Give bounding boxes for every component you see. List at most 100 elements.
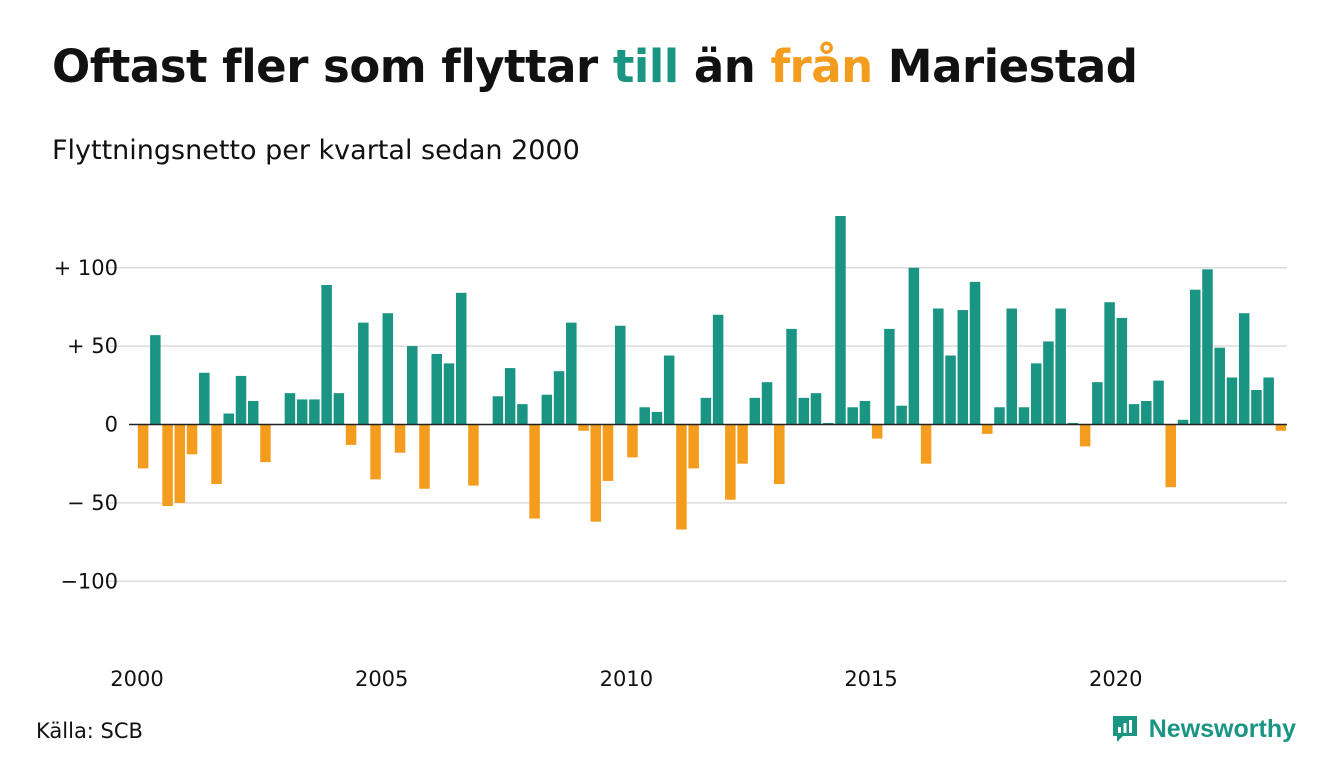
bar (174, 424, 186, 503)
source-label: Källa: SCB (36, 719, 143, 743)
bar (211, 424, 222, 485)
bar (345, 424, 357, 445)
bar (137, 424, 149, 469)
bar (443, 363, 455, 425)
bar (786, 328, 797, 425)
bar (284, 393, 296, 425)
bar (1018, 407, 1030, 425)
y-tick-label: + 100 (54, 256, 118, 280)
bar (1238, 313, 1250, 425)
bar (933, 308, 944, 425)
bar (553, 371, 565, 425)
chart-title: Oftast fler som flyttar till än från Mar… (52, 40, 1138, 93)
bar (920, 424, 932, 464)
chart-subtitle: Flyttningsnetto per kvartal sedan 2000 (52, 135, 580, 166)
bar (639, 407, 650, 425)
bar (566, 322, 577, 425)
title-positive-word: till (612, 40, 679, 93)
y-tick-label: − 50 (67, 491, 118, 515)
brand-logo: Newsworthy (1111, 714, 1296, 744)
bar (1030, 363, 1042, 425)
bar (321, 284, 332, 425)
bar (1214, 347, 1225, 425)
bar (296, 399, 308, 425)
x-tick-label: 2005 (355, 667, 408, 691)
x-axis-ticks: 2000 2005 2010 2015 2020 (110, 667, 1142, 691)
bar (871, 424, 883, 439)
bar (884, 328, 895, 425)
bar (590, 424, 602, 522)
bar (223, 413, 235, 425)
bar (896, 405, 907, 425)
bar (1006, 308, 1017, 425)
bar (150, 335, 161, 425)
bar (186, 424, 198, 455)
bar (945, 355, 956, 425)
bar (333, 393, 345, 425)
bar (1189, 289, 1201, 425)
bar (810, 393, 822, 425)
bar (725, 424, 736, 500)
bar (712, 314, 724, 425)
bar (407, 346, 418, 425)
bar (908, 267, 920, 425)
bar (1202, 269, 1213, 425)
bar (578, 424, 589, 431)
bar-chart: + 100 + 50 0 − 50 −100 2000 2005 2010 2015 2020 (54, 216, 1287, 691)
x-tick-label: 2000 (110, 667, 163, 691)
bar (737, 424, 748, 464)
bar (969, 281, 981, 425)
bar (1153, 380, 1164, 425)
bar (1251, 390, 1262, 425)
grid-lines (106, 267, 1287, 582)
bar (1128, 404, 1140, 425)
bar (651, 411, 663, 425)
bar (468, 424, 479, 486)
title-part-2: än (678, 40, 771, 93)
bar (517, 404, 528, 425)
bar (1067, 422, 1079, 425)
bar (1275, 424, 1287, 431)
bar (199, 372, 210, 425)
bar (1263, 377, 1274, 425)
bar (455, 292, 467, 425)
bar (1104, 302, 1115, 425)
newsworthy-logo-icon (1112, 716, 1137, 742)
bars (137, 216, 1287, 530)
bar (1079, 424, 1091, 447)
bar (688, 424, 699, 469)
title-part-3: Mariestad (872, 40, 1138, 93)
y-tick-label: 0 (105, 413, 118, 437)
bar (1043, 341, 1054, 425)
y-tick-label: −100 (60, 569, 118, 593)
bar (247, 400, 259, 425)
bar (749, 397, 761, 425)
bar (309, 399, 320, 425)
bar (859, 400, 871, 425)
bar (382, 313, 394, 425)
title-part-1: Oftast fler som flyttar (52, 40, 613, 93)
bar (614, 325, 626, 425)
bar (492, 396, 504, 425)
bar (1226, 377, 1238, 425)
bar (1141, 400, 1152, 425)
bar (700, 397, 712, 425)
bar (957, 310, 969, 425)
bar (774, 424, 785, 485)
x-tick-label: 2015 (844, 667, 897, 691)
bar (994, 407, 1005, 425)
bar (394, 424, 406, 453)
bar (162, 424, 173, 507)
bar (676, 424, 687, 530)
bar (358, 322, 369, 425)
bar (822, 422, 834, 425)
brand-name: Newsworthy (1148, 714, 1296, 743)
y-tick-label: + 50 (67, 334, 118, 358)
x-tick-label: 2010 (600, 667, 653, 691)
bar (798, 397, 810, 425)
x-tick-label: 2020 (1089, 667, 1142, 691)
bar (541, 394, 553, 425)
bar (235, 375, 247, 425)
bar (602, 424, 614, 481)
bar (260, 424, 271, 463)
